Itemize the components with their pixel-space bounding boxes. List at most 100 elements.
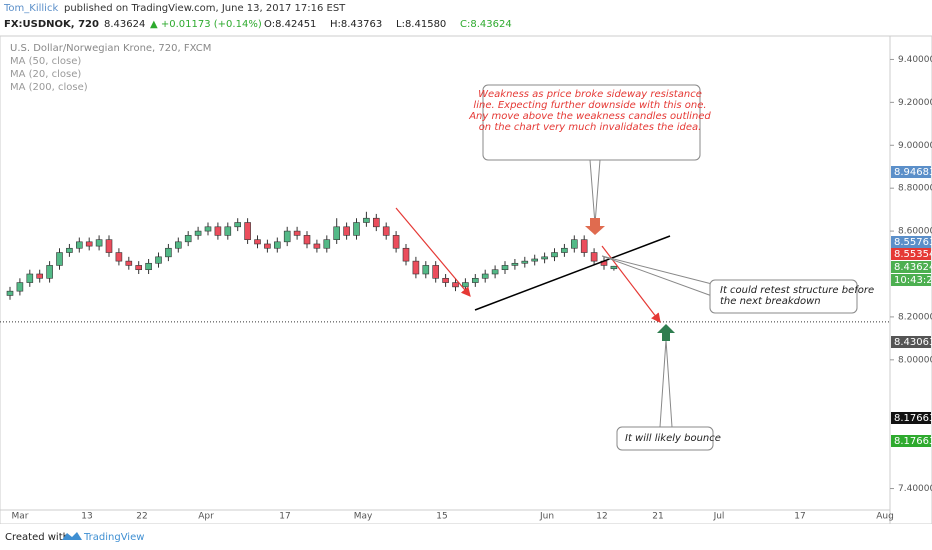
price-label: 8.55763 [894, 237, 932, 248]
candle-body [541, 256, 548, 260]
price-label: 8.43624 [894, 262, 932, 273]
change: ▲ +0.01173 (+0.14%) [150, 19, 262, 30]
candle-body [165, 247, 172, 258]
footer-bg [0, 524, 932, 550]
candle-body [125, 260, 133, 266]
candle-body [254, 239, 261, 245]
high: H:8.43763 [330, 19, 382, 30]
x-tick-label: Jun [539, 512, 554, 522]
legend-entry: MA (20, close) [10, 69, 81, 80]
candle-body [363, 217, 370, 223]
candle-body [214, 226, 222, 236]
price-label-bg [891, 248, 931, 260]
price-label-bg [891, 336, 931, 348]
annotation-text: on the chart very much invalidates the i… [479, 122, 702, 133]
legend-entry: MA (200, close) [10, 82, 88, 93]
candle-body [115, 252, 123, 262]
logo [62, 532, 82, 540]
candle-body [610, 265, 618, 270]
candle-body [471, 277, 479, 283]
price-label: 8.94683 [894, 167, 932, 178]
candle-body [293, 230, 301, 236]
candle-body [6, 290, 14, 296]
candle-body [56, 252, 63, 266]
candle-body [382, 226, 390, 236]
candle-body [155, 256, 162, 264]
price-label-bg [891, 261, 931, 273]
candle-body [551, 252, 558, 258]
y-tick-label: 9.20000 [898, 98, 932, 108]
price-label-bg [891, 412, 931, 424]
trendline [474, 235, 671, 311]
candle-body [303, 235, 311, 245]
red-arrow [395, 207, 471, 297]
candle-body [432, 265, 440, 279]
callout-pointer [601, 255, 713, 297]
x-tick-label: 17 [279, 512, 290, 522]
price-label-bg [891, 166, 931, 178]
annotations: Weakness as price broke sideway resistan… [468, 89, 874, 444]
y-tick-label: 7.40000 [898, 484, 932, 494]
open: O:8.42451 [264, 19, 316, 30]
candle-body [46, 265, 53, 279]
symbol: FX:USDNOK, 720 [4, 19, 99, 30]
candle-body [145, 262, 152, 271]
y-tick-label: 8.60000 [898, 227, 932, 237]
candle-body [283, 230, 291, 243]
annotation-box [482, 84, 701, 161]
price-label: 8.17663 [894, 436, 932, 447]
candle-body [590, 252, 598, 262]
close: C:8.43624 [460, 19, 512, 30]
y-tick-label: 9.00000 [898, 141, 932, 151]
candle-body [511, 262, 519, 266]
x-tick-label: 12 [596, 512, 607, 522]
candle-body [333, 226, 341, 240]
published: published on TradingView.com, June 13, 2… [64, 3, 346, 14]
chart-title: U.S. Dollar/Norwegian Krone, 720, FXCM [10, 43, 211, 54]
candle-body [412, 260, 420, 275]
candle-body [224, 226, 232, 236]
price-label: 8.55354 [894, 249, 932, 260]
x-tick-label: May [354, 512, 373, 522]
candle-body [462, 282, 469, 288]
candle-body [36, 273, 44, 279]
candle-body [481, 273, 489, 279]
annotation-box [616, 426, 714, 451]
low: L:8.41580 [396, 19, 446, 30]
candle-body [501, 265, 509, 271]
candle-body [175, 241, 182, 249]
candle-body [135, 265, 142, 271]
y-tick-label: 8.00000 [898, 355, 932, 365]
candle-body [264, 243, 271, 249]
author: Tom_Killick [3, 3, 58, 14]
price-label: 10:43:29 [894, 275, 932, 286]
x-tick-label: Apr [198, 512, 214, 522]
y-tick-label: 9.40000 [898, 55, 932, 65]
footer-created: Created with [5, 532, 69, 543]
last: 8.43624 [104, 19, 145, 30]
candle-body [580, 239, 588, 253]
candle-body [422, 265, 430, 275]
candle-body [561, 247, 568, 253]
price-label: 8.17663 [894, 413, 932, 424]
y-tick-label: 8.20000 [898, 312, 932, 322]
candle-body [184, 235, 192, 243]
price-label-bg [891, 435, 931, 447]
x-tick-label: 22 [136, 512, 147, 522]
candle-body [402, 247, 410, 262]
x-tick-label: Mar [12, 512, 29, 522]
candle-body [531, 258, 539, 262]
candle-body [244, 222, 251, 240]
annotation-box [709, 279, 858, 314]
candle-body [76, 241, 83, 249]
candle-body [234, 222, 241, 228]
price-label-bg [891, 274, 931, 286]
x-tick-label: Aug [876, 512, 894, 522]
candle-body [452, 282, 459, 288]
candle-body [323, 239, 331, 249]
annotation-text: It could retest structure before [720, 285, 874, 296]
candle-body [521, 260, 529, 264]
x-tick-label: 13 [81, 512, 92, 522]
